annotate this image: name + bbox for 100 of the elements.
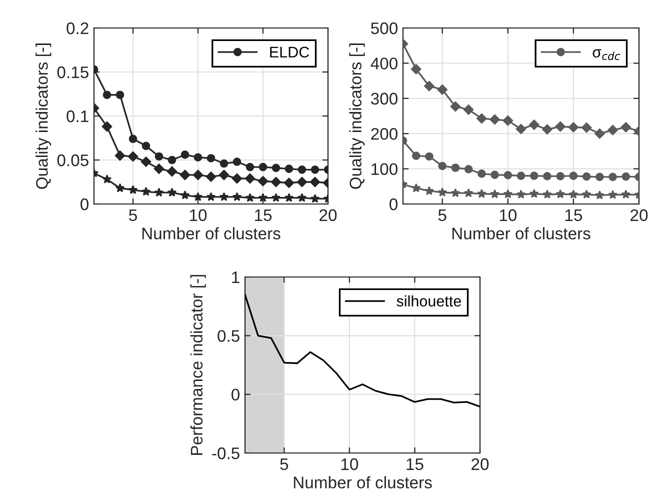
point [410, 64, 422, 74]
point [245, 192, 255, 202]
point [284, 164, 294, 173]
y-tick-label: 0 [232, 388, 240, 401]
point [232, 173, 242, 184]
point [296, 176, 308, 188]
point [581, 122, 592, 133]
point [543, 172, 552, 180]
point [114, 150, 126, 161]
point [568, 190, 578, 199]
point [284, 178, 294, 188]
point [115, 183, 125, 192]
point [622, 172, 630, 181]
point [608, 124, 618, 136]
legend-label: σ$_{cdc}$ [592, 49, 620, 60]
line-series [245, 294, 480, 408]
y-tick-label: 100 [372, 163, 398, 176]
point [464, 164, 473, 174]
y-tick-label: 0.2 [66, 22, 88, 34]
x-axis-title: Number of clusters [452, 227, 590, 240]
y-axis-title: Performance indicator [-] [190, 274, 206, 455]
point [168, 156, 176, 164]
point [193, 192, 203, 202]
point [219, 192, 229, 202]
point [516, 190, 526, 199]
legend-label: ELDC [270, 46, 310, 58]
point [490, 189, 500, 198]
x-tick-label: 15 [565, 209, 582, 222]
point [556, 172, 564, 180]
y-tick-label: 500 [371, 22, 398, 34]
point [516, 124, 526, 134]
y-tick-label: 200 [371, 128, 398, 140]
point [142, 142, 150, 150]
x-tick-label: 20 [630, 209, 648, 222]
point [594, 128, 605, 139]
point [154, 152, 164, 161]
point [218, 170, 230, 180]
point [621, 190, 631, 199]
y-tick-label: 0.05 [57, 154, 88, 166]
x-tick-label: 15 [406, 458, 424, 470]
y-tick-label: 0 [80, 198, 88, 210]
y-axis-title: Quality indicators [-] [36, 44, 52, 189]
legend-label: silhouette [396, 295, 461, 307]
y-tick-label: -0.5 [212, 447, 240, 460]
point [154, 164, 164, 174]
y-tick-label: 300 [370, 92, 398, 105]
point [194, 153, 202, 162]
x-tick-label: 20 [472, 458, 489, 470]
y-tick-label: 0 [390, 198, 398, 210]
point [258, 176, 268, 186]
point [271, 192, 281, 202]
point [450, 101, 461, 112]
point [128, 134, 138, 144]
point [310, 194, 320, 203]
point [206, 154, 216, 162]
point [206, 192, 216, 202]
point [595, 190, 604, 200]
point [502, 115, 514, 126]
point [490, 114, 500, 125]
point [180, 150, 190, 159]
x-axis-title: Number of clusters [294, 476, 432, 488]
point [463, 104, 474, 115]
point [180, 190, 190, 200]
point [516, 172, 526, 180]
point [244, 173, 256, 184]
point [464, 188, 474, 198]
point [128, 151, 138, 162]
point [582, 172, 591, 181]
point [504, 170, 512, 180]
point [451, 164, 460, 172]
point [310, 166, 320, 174]
y-tick-label: 0.5 [218, 330, 240, 342]
point [568, 122, 579, 132]
point [141, 186, 151, 196]
point [424, 186, 434, 196]
point [246, 162, 254, 172]
point [310, 176, 320, 188]
x-tick-label: 10 [341, 458, 358, 470]
point [258, 192, 268, 202]
x-tick-label: 5 [280, 458, 288, 470]
point [608, 190, 618, 199]
x-axis-title: Number of clusters [142, 227, 280, 240]
point [542, 124, 552, 134]
point [102, 121, 112, 132]
point [272, 164, 280, 172]
point [180, 170, 190, 180]
point [116, 90, 124, 100]
point [284, 192, 294, 202]
point [503, 189, 513, 198]
point [258, 162, 268, 172]
x-tick-label: 15 [255, 209, 272, 222]
point [555, 121, 566, 132]
x-tick-label: 5 [438, 209, 446, 222]
point [232, 192, 242, 202]
point [478, 170, 486, 178]
point [529, 188, 539, 198]
point [220, 159, 228, 168]
point [232, 158, 242, 166]
point [528, 120, 540, 130]
y-tick-label: 0.1 [66, 110, 88, 122]
